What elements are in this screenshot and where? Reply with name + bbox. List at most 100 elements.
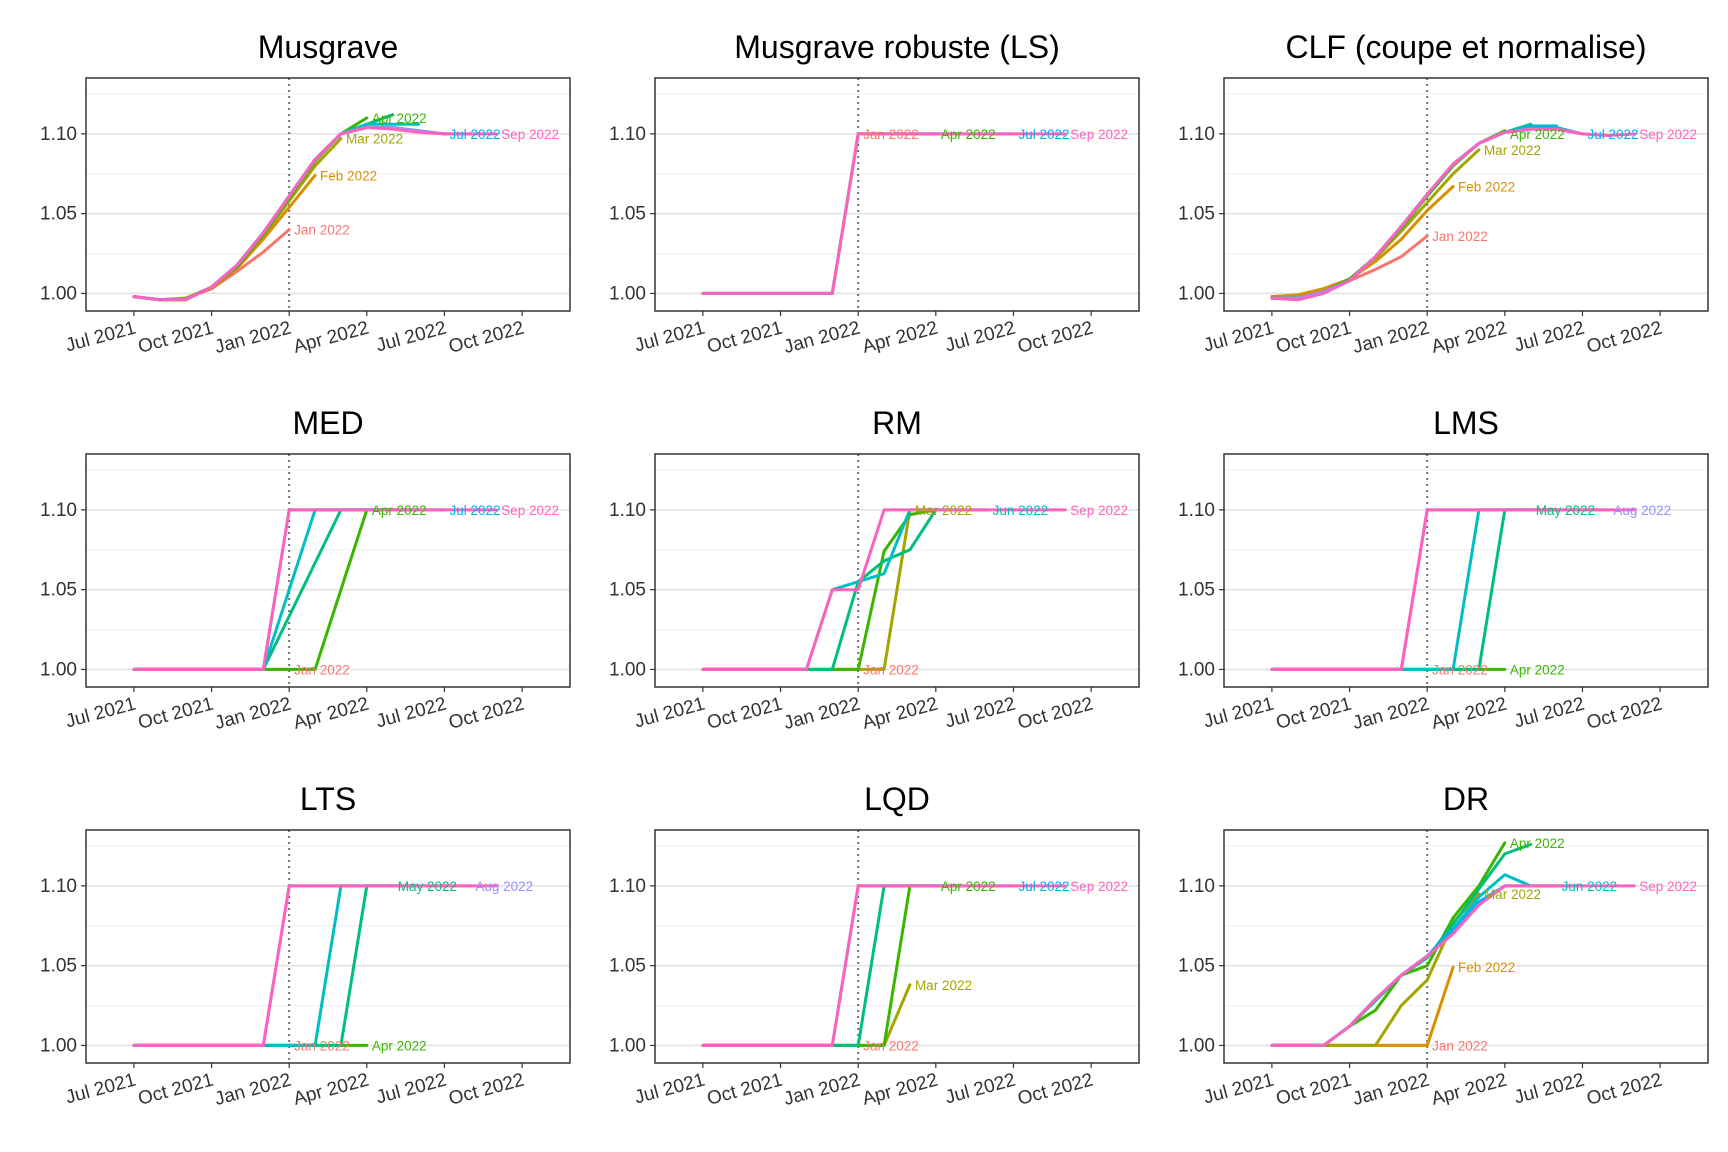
y-tick-label: 1.10 [609, 876, 646, 897]
end-label: Sep 2022 [1639, 879, 1697, 894]
series-line-2022-09 [1270, 884, 1636, 1047]
x-tick-label: Oct 2022 [1015, 694, 1095, 734]
x-tick-label: Oct 2021 [705, 694, 785, 734]
end-label: Jul 2022 [1018, 127, 1069, 142]
x-tick-label: Jul 2022 [943, 1070, 1018, 1109]
panel-title: MED [292, 405, 363, 441]
y-tick-label: 1.10 [609, 124, 646, 145]
end-label: May 2022 [1536, 503, 1595, 518]
end-label: Sep 2022 [1070, 879, 1128, 894]
y-tick-label: 1.00 [1178, 659, 1215, 680]
y-tick-label: 1.00 [40, 283, 77, 304]
x-tick-label: Oct 2022 [1015, 318, 1095, 358]
y-tick-label: 1.05 [609, 956, 646, 977]
panel-title: LTS [300, 781, 356, 817]
x-tick-label: Oct 2021 [136, 694, 216, 734]
x-tick-label: Jul 2021 [632, 1070, 707, 1109]
x-tick-label: Jan 2022 [213, 1070, 294, 1111]
x-tick-label: Apr 2022 [1429, 1070, 1509, 1110]
x-tick-label: Jul 2021 [632, 318, 707, 357]
end-label: Jul 2022 [449, 503, 500, 518]
x-tick-label: Apr 2022 [291, 1070, 371, 1110]
end-label: Jul 2022 [449, 127, 500, 142]
x-tick-label: Jan 2022 [213, 694, 294, 735]
x-tick-label: Oct 2021 [1274, 318, 1354, 358]
y-tick-label: 1.00 [609, 283, 646, 304]
x-tick-label: Apr 2022 [860, 318, 940, 358]
panel-border [654, 453, 1140, 688]
panel-title: Musgrave robuste (LS) [734, 29, 1059, 65]
end-label: Jan 2022 [294, 662, 350, 677]
x-tick-label: Jul 2022 [1512, 1070, 1587, 1109]
panel-title: LMS [1433, 405, 1499, 441]
x-tick-label: Apr 2022 [1429, 318, 1509, 358]
x-tick-label: Oct 2021 [1274, 694, 1354, 734]
end-label: Apr 2022 [1510, 127, 1565, 142]
end-label: Apr 2022 [941, 127, 996, 142]
end-label: Aug 2022 [475, 879, 533, 894]
y-tick-label: 1.05 [609, 580, 646, 601]
panel-title: LQD [864, 781, 930, 817]
x-tick-label: Oct 2021 [136, 1070, 216, 1110]
y-tick-label: 1.05 [1178, 580, 1215, 601]
panel-background [655, 454, 1139, 687]
end-label: Jan 2022 [1432, 1038, 1488, 1053]
panel-title: DR [1443, 781, 1489, 817]
end-label: Feb 2022 [1458, 960, 1515, 975]
end-label: May 2022 [398, 879, 457, 894]
series-line-2022-09 [701, 132, 1067, 295]
end-label: Jan 2022 [863, 1038, 919, 1053]
x-tick-label: Apr 2022 [291, 694, 371, 734]
y-tick-label: 1.00 [40, 659, 77, 680]
x-tick-label: Jan 2022 [1351, 1070, 1432, 1111]
panel-border [85, 453, 571, 688]
end-label: Jan 2022 [863, 127, 919, 142]
end-label: Jun 2022 [993, 503, 1049, 518]
x-tick-label: Jul 2022 [943, 694, 1018, 733]
panel-border [85, 77, 571, 312]
x-tick-label: Jan 2022 [782, 694, 863, 735]
y-tick-label: 1.10 [1178, 876, 1215, 897]
panel-background [86, 78, 570, 311]
series-line-2022-09 [1270, 127, 1636, 302]
y-tick-label: 1.10 [1178, 124, 1215, 145]
x-tick-label: Apr 2022 [291, 318, 371, 358]
panel-background [1224, 78, 1708, 311]
x-tick-label: Jul 2022 [943, 318, 1018, 357]
series-line-2022-09 [701, 508, 1067, 671]
end-label: Apr 2022 [941, 879, 996, 894]
x-tick-label: Jan 2022 [782, 318, 863, 359]
end-label: Apr 2022 [1510, 836, 1565, 851]
x-tick-label: Jan 2022 [1351, 694, 1432, 735]
x-tick-label: Oct 2021 [1274, 1070, 1354, 1110]
series-line-2022-09 [132, 884, 498, 1047]
x-tick-label: Jan 2022 [213, 318, 294, 359]
end-label: Feb 2022 [1458, 180, 1515, 195]
x-tick-label: Oct 2021 [705, 318, 785, 358]
panel-border [1223, 829, 1709, 1064]
panel-background [1224, 454, 1708, 687]
end-label: Jan 2022 [294, 223, 350, 238]
end-label: Mar 2022 [346, 132, 403, 147]
x-tick-label: Oct 2022 [446, 1070, 526, 1110]
panel-background [655, 78, 1139, 311]
x-tick-label: Oct 2022 [446, 694, 526, 734]
end-label: Jan 2022 [1432, 229, 1488, 244]
end-label: Sep 2022 [1639, 127, 1697, 142]
end-label: Aug 2022 [1613, 503, 1671, 518]
panel-background [86, 454, 570, 687]
end-label: Mar 2022 [915, 503, 972, 518]
end-label: Sep 2022 [501, 503, 559, 518]
x-tick-label: Jul 2022 [1512, 318, 1587, 357]
panel-clf-coupe-et-normalise: CLF (coupe et normalise) 1.00 1.05 1.10 Jul … [1178, 29, 1709, 358]
y-tick-label: 1.10 [40, 500, 77, 521]
panel-title: CLF (coupe et normalise) [1285, 29, 1646, 65]
x-tick-label: Jul 2022 [1512, 694, 1587, 733]
y-tick-label: 1.10 [40, 124, 77, 145]
y-tick-label: 1.00 [609, 1035, 646, 1056]
